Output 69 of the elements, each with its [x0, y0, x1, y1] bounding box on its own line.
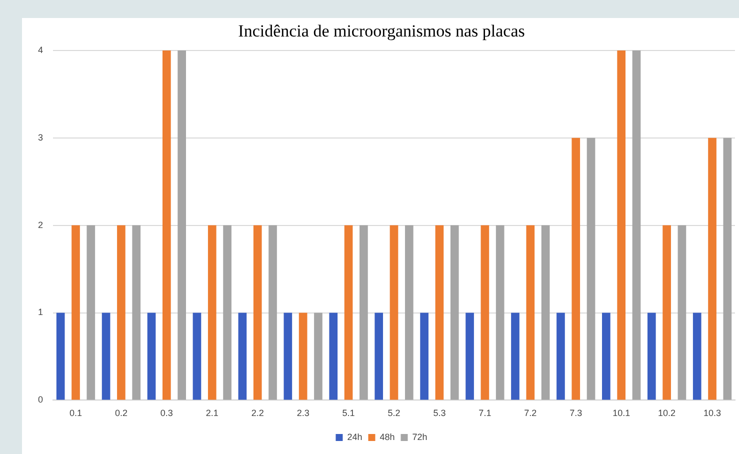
bar	[56, 312, 65, 400]
y-tick-label: 3	[38, 132, 44, 142]
x-tick-label: 5.2	[388, 408, 400, 418]
x-tick-label: 2.3	[296, 408, 310, 418]
bar	[511, 312, 520, 400]
x-tick-label: 7.2	[524, 408, 537, 418]
bar	[586, 138, 596, 400]
bar	[632, 50, 641, 400]
bar	[102, 312, 110, 400]
bar	[268, 225, 277, 400]
x-tick-label: 5.1	[342, 408, 355, 418]
bar	[662, 225, 671, 400]
legend-label: 72h	[412, 432, 428, 442]
y-tick-label: 1	[38, 307, 44, 318]
bar	[253, 225, 262, 400]
bar	[556, 312, 565, 400]
x-tick-label: 7.3	[570, 408, 582, 418]
bar	[374, 312, 384, 400]
bar	[390, 225, 398, 400]
chart-title: Incidência de microorganismos nas placas	[238, 22, 525, 41]
legend-label: 24h	[347, 432, 362, 442]
bar	[298, 312, 308, 400]
bar	[86, 225, 96, 400]
bar	[723, 138, 732, 400]
bar	[678, 225, 686, 400]
y-tick-label: 4	[38, 44, 44, 55]
bar	[450, 225, 459, 400]
y-tick-label: 0	[38, 394, 44, 405]
bar	[526, 225, 535, 400]
bar	[132, 225, 141, 400]
bar	[692, 312, 702, 400]
x-tick-label: 2.1	[206, 408, 218, 418]
x-tick-label: 0.1	[69, 408, 82, 418]
bar	[496, 225, 504, 400]
x-tick-label: 0.2	[114, 408, 128, 418]
bar	[617, 50, 626, 400]
x-tick-label: 2.2	[251, 408, 264, 418]
bar	[708, 138, 716, 400]
bar	[344, 225, 353, 400]
bar	[360, 225, 368, 400]
x-tick-label: 10.1	[612, 408, 630, 418]
x-tick-label: 10.3	[704, 408, 722, 418]
bar	[192, 312, 202, 400]
x-tick-label: 7.1	[478, 408, 492, 418]
bar	[72, 225, 80, 400]
bar	[329, 312, 338, 400]
bar	[466, 312, 474, 400]
x-tick-label: 10.2	[658, 408, 676, 418]
bar	[404, 225, 414, 400]
bar	[117, 225, 126, 400]
y-tick-label: 2	[38, 220, 44, 230]
legend-label: 48h	[380, 432, 395, 442]
bar	[647, 312, 656, 400]
bar	[480, 225, 490, 400]
bar	[541, 225, 550, 400]
bar	[147, 312, 156, 400]
bar	[314, 312, 322, 400]
bar	[284, 312, 292, 400]
x-tick-label: 5.3	[433, 408, 446, 418]
x-tick-label: 0.3	[160, 408, 173, 418]
bar	[572, 138, 580, 400]
bar	[435, 225, 444, 400]
bar	[178, 50, 186, 400]
bar	[238, 312, 247, 400]
bar	[420, 312, 428, 400]
bar	[223, 225, 232, 400]
bar	[602, 312, 610, 400]
bar	[162, 50, 171, 400]
bar	[208, 225, 216, 400]
